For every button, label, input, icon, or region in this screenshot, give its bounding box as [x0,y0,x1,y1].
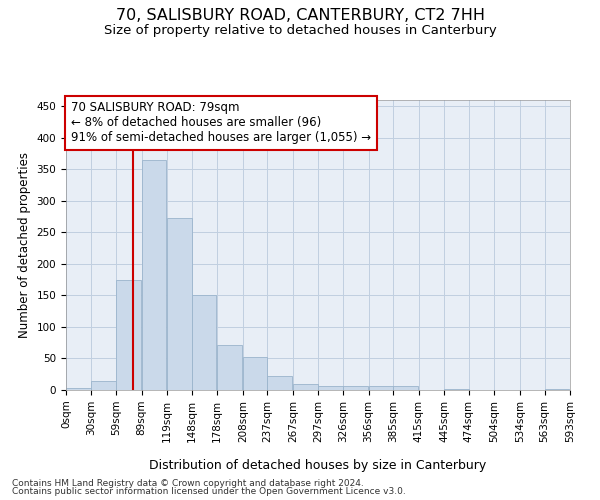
Bar [217,344,242,390]
Bar [116,280,141,390]
Bar [192,296,217,390]
Bar [142,160,166,390]
Bar [167,218,192,390]
Text: Size of property relative to detached houses in Canterbury: Size of property relative to detached ho… [104,24,496,37]
Text: Contains HM Land Registry data © Crown copyright and database right 2024.: Contains HM Land Registry data © Crown c… [12,478,364,488]
Bar [319,386,343,390]
Bar [343,386,368,390]
Text: Contains public sector information licensed under the Open Government Licence v3: Contains public sector information licen… [12,487,406,496]
Bar [545,388,569,390]
Y-axis label: Number of detached properties: Number of detached properties [18,152,31,338]
Text: 70, SALISBURY ROAD, CANTERBURY, CT2 7HH: 70, SALISBURY ROAD, CANTERBURY, CT2 7HH [115,8,485,22]
Text: Distribution of detached houses by size in Canterbury: Distribution of detached houses by size … [149,460,487,472]
Bar [368,386,393,390]
Text: 70 SALISBURY ROAD: 79sqm
← 8% of detached houses are smaller (96)
91% of semi-de: 70 SALISBURY ROAD: 79sqm ← 8% of detache… [71,102,371,144]
Bar [91,380,116,390]
Bar [66,388,91,390]
Bar [293,384,317,390]
Bar [268,376,292,390]
Bar [243,356,268,390]
Bar [393,386,418,390]
Bar [444,388,469,390]
